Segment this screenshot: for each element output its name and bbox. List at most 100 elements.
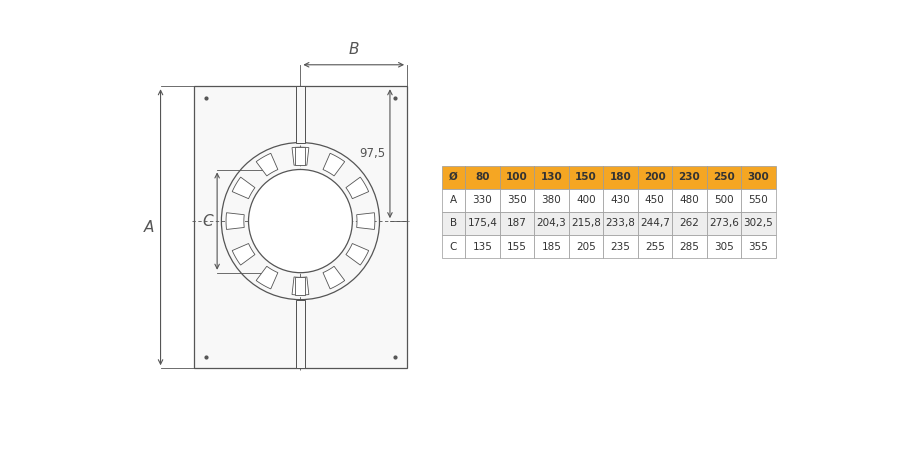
Text: 230: 230 <box>679 172 700 182</box>
Bar <box>672 189 706 212</box>
Bar <box>741 189 776 212</box>
Text: B: B <box>450 218 457 229</box>
Bar <box>741 212 776 235</box>
Bar <box>465 189 500 212</box>
Text: 262: 262 <box>680 218 699 229</box>
Text: C: C <box>202 214 213 229</box>
Text: 204,3: 204,3 <box>536 218 566 229</box>
Bar <box>534 166 569 189</box>
Text: 244,7: 244,7 <box>640 218 670 229</box>
Bar <box>500 235 534 258</box>
Text: 80: 80 <box>475 172 490 182</box>
Bar <box>706 212 741 235</box>
Bar <box>672 235 706 258</box>
Text: 233,8: 233,8 <box>606 218 635 229</box>
Bar <box>637 212 672 235</box>
Text: 187: 187 <box>507 218 526 229</box>
Circle shape <box>248 170 353 273</box>
Bar <box>534 212 569 235</box>
Bar <box>637 189 672 212</box>
Bar <box>672 166 706 189</box>
Polygon shape <box>323 266 345 289</box>
Bar <box>194 86 407 368</box>
Text: 250: 250 <box>713 172 734 182</box>
Text: 350: 350 <box>507 195 526 205</box>
Text: 300: 300 <box>747 172 770 182</box>
Text: 235: 235 <box>610 242 630 252</box>
Polygon shape <box>232 177 255 199</box>
Bar <box>442 166 465 189</box>
Bar <box>603 212 637 235</box>
Bar <box>706 189 741 212</box>
Polygon shape <box>292 147 309 165</box>
Bar <box>296 300 305 368</box>
Text: 100: 100 <box>506 172 527 182</box>
Text: 180: 180 <box>609 172 631 182</box>
Bar <box>569 212 603 235</box>
Text: 273,6: 273,6 <box>709 218 739 229</box>
Bar <box>500 212 534 235</box>
Text: A: A <box>450 195 457 205</box>
Polygon shape <box>226 213 244 230</box>
Bar <box>465 212 500 235</box>
Bar <box>295 147 305 165</box>
Text: 380: 380 <box>542 195 562 205</box>
Bar <box>637 235 672 258</box>
Bar <box>534 189 569 212</box>
Polygon shape <box>323 153 345 176</box>
Text: 155: 155 <box>507 242 526 252</box>
Text: 150: 150 <box>575 172 597 182</box>
Text: 205: 205 <box>576 242 596 252</box>
Text: 305: 305 <box>714 242 734 252</box>
Text: 200: 200 <box>644 172 666 182</box>
Bar <box>295 277 305 295</box>
Text: 135: 135 <box>472 242 492 252</box>
Text: 215,8: 215,8 <box>571 218 601 229</box>
Bar <box>603 166 637 189</box>
Bar <box>706 235 741 258</box>
Polygon shape <box>256 266 278 289</box>
Bar <box>741 166 776 189</box>
Text: 400: 400 <box>576 195 596 205</box>
Polygon shape <box>346 177 369 199</box>
Text: 255: 255 <box>645 242 665 252</box>
Bar <box>672 212 706 235</box>
Text: C: C <box>450 242 457 252</box>
Text: 302,5: 302,5 <box>743 218 773 229</box>
Bar <box>603 189 637 212</box>
Bar <box>442 189 465 212</box>
Text: 500: 500 <box>714 195 734 205</box>
Bar <box>442 235 465 258</box>
Text: 355: 355 <box>748 242 769 252</box>
Polygon shape <box>292 277 309 295</box>
Bar <box>637 166 672 189</box>
Text: A: A <box>144 220 154 235</box>
Bar <box>534 235 569 258</box>
Bar <box>465 166 500 189</box>
Bar <box>500 166 534 189</box>
Text: 130: 130 <box>541 172 562 182</box>
Bar <box>569 189 603 212</box>
Bar <box>500 189 534 212</box>
Text: 175,4: 175,4 <box>467 218 498 229</box>
Bar <box>741 235 776 258</box>
Polygon shape <box>356 213 374 230</box>
Polygon shape <box>232 243 255 265</box>
Text: 450: 450 <box>645 195 665 205</box>
Bar <box>296 86 305 143</box>
Text: B: B <box>348 42 359 57</box>
Text: 285: 285 <box>680 242 699 252</box>
Bar <box>442 212 465 235</box>
Bar <box>465 235 500 258</box>
Text: 430: 430 <box>610 195 630 205</box>
Text: 97,5: 97,5 <box>359 147 385 160</box>
Polygon shape <box>346 243 369 265</box>
Bar <box>603 235 637 258</box>
Bar <box>569 166 603 189</box>
Text: 330: 330 <box>472 195 492 205</box>
Text: 480: 480 <box>680 195 699 205</box>
Text: 185: 185 <box>542 242 562 252</box>
Text: Ø: Ø <box>449 172 458 182</box>
Polygon shape <box>256 153 278 176</box>
Bar <box>569 235 603 258</box>
